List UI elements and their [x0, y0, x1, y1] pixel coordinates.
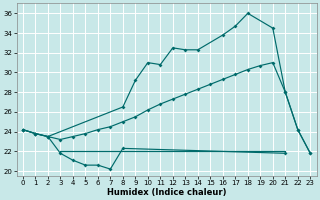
X-axis label: Humidex (Indice chaleur): Humidex (Indice chaleur)	[107, 188, 226, 197]
